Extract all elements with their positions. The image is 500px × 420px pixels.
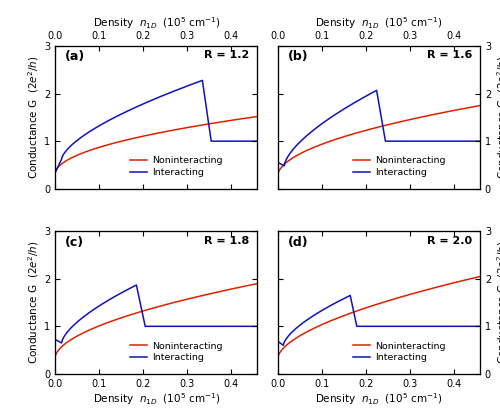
Noninteracting <box>427 286 433 291</box>
Noninteracting <box>477 103 483 108</box>
Noninteracting <box>410 291 416 296</box>
Interacting <box>200 78 205 83</box>
Noninteracting <box>144 307 150 312</box>
Noninteracting <box>144 133 150 138</box>
Noninteracting <box>327 139 333 144</box>
Noninteracting <box>88 327 94 332</box>
X-axis label: Density  $n_{1D}$  $(10^5$ cm$^{-1})$: Density $n_{1D}$ $(10^5$ cm$^{-1})$ <box>315 391 442 407</box>
Text: (b): (b) <box>288 50 308 63</box>
Interacting <box>275 160 281 165</box>
Legend: Noninteracting, Interacting: Noninteracting, Interacting <box>349 338 449 366</box>
Noninteracting <box>204 122 210 127</box>
Interacting <box>324 305 330 310</box>
Line: Noninteracting: Noninteracting <box>278 276 480 356</box>
Noninteracting <box>204 292 210 297</box>
Interacting <box>474 324 480 329</box>
Text: (c): (c) <box>65 236 84 249</box>
Interacting <box>310 314 316 319</box>
Interacting <box>88 129 94 134</box>
Noninteracting <box>311 145 317 150</box>
Interacting <box>347 293 353 298</box>
X-axis label: Density  $n_{1D}$  $(10^5$ cm$^{-1})$: Density $n_{1D}$ $(10^5$ cm$^{-1})$ <box>92 391 220 407</box>
Interacting <box>477 324 483 329</box>
Interacting <box>281 163 287 168</box>
Noninteracting <box>394 296 400 301</box>
Interacting <box>252 324 258 329</box>
Noninteracting <box>104 320 110 325</box>
Interacting <box>300 136 306 141</box>
Interacting <box>74 320 80 325</box>
Noninteracting <box>172 300 177 305</box>
Line: Interacting: Interacting <box>278 295 480 345</box>
Interacting <box>254 324 260 329</box>
Text: R = 1.6: R = 1.6 <box>426 50 472 60</box>
Interacting <box>82 313 88 318</box>
Noninteracting <box>394 120 400 125</box>
Noninteracting <box>366 304 372 309</box>
Noninteracting <box>52 353 59 358</box>
Interacting <box>58 341 64 346</box>
Interacting <box>108 297 114 302</box>
Interacting <box>253 139 259 144</box>
Noninteracting <box>427 113 433 118</box>
Interacting <box>374 88 380 93</box>
Interacting <box>52 337 59 342</box>
Line: Interacting: Interacting <box>278 90 480 166</box>
Interacting <box>254 139 260 144</box>
Noninteracting <box>311 326 317 331</box>
Interacting <box>150 97 156 102</box>
Line: Noninteracting: Noninteracting <box>56 284 258 356</box>
Noninteracting <box>88 147 94 152</box>
Interacting <box>311 127 317 132</box>
Noninteracting <box>188 296 194 301</box>
Noninteracting <box>366 127 372 132</box>
Text: (a): (a) <box>65 50 86 63</box>
Interacting <box>134 283 140 288</box>
Y-axis label: Conductance G  $(2e^2 / h)$: Conductance G $(2e^2 / h)$ <box>26 55 41 179</box>
Noninteracting <box>52 169 59 174</box>
Noninteracting <box>188 124 194 129</box>
Legend: Noninteracting, Interacting: Noninteracting, Interacting <box>126 153 226 181</box>
Noninteracting <box>254 114 260 119</box>
Interacting <box>374 88 380 93</box>
Interacting <box>104 119 110 124</box>
Noninteracting <box>172 127 177 132</box>
Text: R = 2.0: R = 2.0 <box>427 236 472 246</box>
Interacting <box>322 119 328 124</box>
Legend: Noninteracting, Interacting: Noninteracting, Interacting <box>126 338 226 366</box>
Text: R = 1.8: R = 1.8 <box>204 236 250 246</box>
Interacting <box>477 139 483 144</box>
Interacting <box>342 106 347 111</box>
Y-axis label: Conductance G  $(2e^2 / h)$: Conductance G $(2e^2 / h)$ <box>496 241 500 365</box>
Interacting <box>91 307 97 312</box>
Interacting <box>302 319 308 324</box>
Line: Noninteracting: Noninteracting <box>278 105 480 173</box>
Noninteracting <box>275 354 281 359</box>
Text: R = 1.2: R = 1.2 <box>204 50 250 60</box>
Noninteracting <box>477 274 483 279</box>
Line: Interacting: Interacting <box>56 80 258 172</box>
Interacting <box>280 343 286 348</box>
X-axis label: Density  $n_{1D}$  $(10^5$ cm$^{-1})$: Density $n_{1D}$ $(10^5$ cm$^{-1})$ <box>315 16 442 31</box>
Interacting <box>347 293 353 298</box>
Legend: Noninteracting, Interacting: Noninteracting, Interacting <box>349 153 449 181</box>
Line: Interacting: Interacting <box>56 285 258 343</box>
Noninteracting <box>104 142 110 147</box>
Y-axis label: Conductance G  $(2e^2 / h)$: Conductance G $(2e^2 / h)$ <box>26 241 41 365</box>
Interacting <box>120 111 126 116</box>
Interacting <box>294 325 300 330</box>
Interacting <box>475 139 481 144</box>
Noninteracting <box>275 171 281 176</box>
Interacting <box>52 170 59 175</box>
Noninteracting <box>327 319 333 324</box>
X-axis label: Density  $n_{1D}$  $(10^5$ cm$^{-1})$: Density $n_{1D}$ $(10^5$ cm$^{-1})$ <box>92 16 220 31</box>
Text: (d): (d) <box>288 236 308 249</box>
Interacting <box>199 78 205 83</box>
Noninteracting <box>254 281 260 286</box>
Noninteracting <box>410 116 416 121</box>
Interacting <box>275 339 281 344</box>
Y-axis label: Conductance G  $(2e^2 / h)$: Conductance G $(2e^2 / h)$ <box>496 55 500 179</box>
Interacting <box>134 283 140 288</box>
Line: Noninteracting: Noninteracting <box>56 116 258 172</box>
